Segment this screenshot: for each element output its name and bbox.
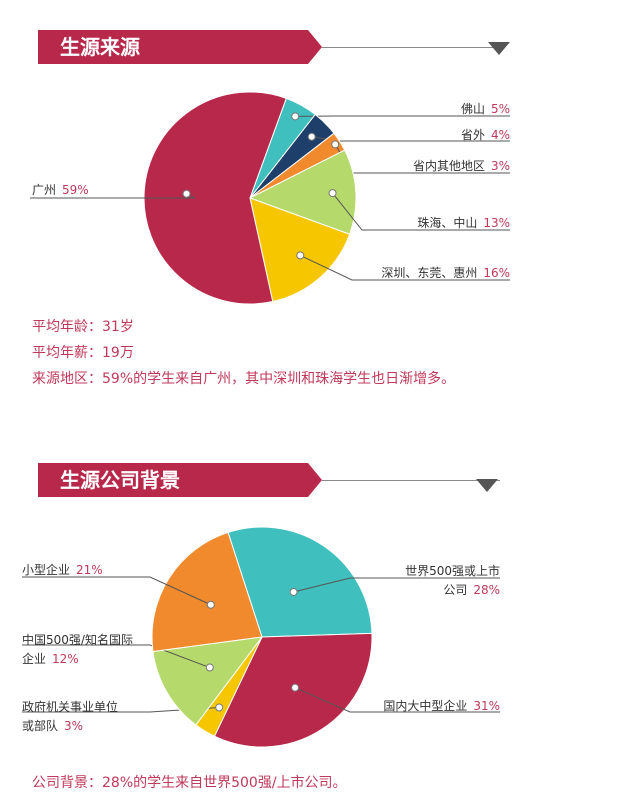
leader-line: [22, 576, 212, 606]
slice-value: 3%: [490, 159, 510, 173]
slice-label: 小型企业 21%: [22, 563, 103, 577]
slice-label: 或部队 3%: [22, 719, 84, 733]
note-average-age: 平均年龄：31岁: [32, 319, 134, 335]
slice-value: 16%: [483, 266, 510, 280]
slice-label: 公司 28%: [443, 583, 500, 597]
collapse-triangle-icon: [488, 42, 510, 55]
leader-dot: [205, 663, 214, 672]
note-average-salary: 平均年薪：19万: [32, 345, 134, 361]
slice-label: 企业 12%: [22, 652, 79, 666]
slice-label: 世界500强或上市: [405, 564, 500, 578]
leader-line: [300, 254, 510, 281]
pie-slice: [249, 197, 351, 303]
slice-label: 国内大中型企业 31%: [383, 699, 500, 713]
banner-rule: [322, 480, 500, 481]
slice-value: 13%: [483, 216, 510, 230]
slice-label: 珠海、中山 13%: [417, 216, 510, 230]
pie-slice: [151, 531, 263, 653]
collapse-triangle-icon: [476, 479, 498, 492]
leader-dot: [307, 132, 316, 141]
leader-dot: [215, 703, 224, 712]
leader-dot: [296, 251, 305, 260]
section-banner-company: 生源公司背景: [38, 463, 322, 497]
leader-line: [22, 644, 210, 669]
leader-dot: [206, 600, 215, 609]
slice-value: 3%: [64, 719, 84, 733]
leader-line: [311, 136, 510, 142]
leader-dot: [291, 112, 300, 121]
slice-value: 12%: [52, 652, 79, 666]
slice-label: 政府机关事业单位: [22, 700, 119, 714]
slice-value: 21%: [76, 563, 103, 577]
leader-dot: [289, 587, 298, 596]
slice-label: 省内其他地区 3%: [412, 159, 510, 173]
note-origin-region: 来源地区：59%的学生来自广州，其中深圳和珠海学生也日渐增多。: [32, 371, 456, 387]
slice-value: 31%: [473, 699, 500, 713]
leader-line: [294, 687, 500, 713]
leader-dot: [291, 683, 300, 692]
leader-line: [293, 577, 500, 593]
slice-label: 省外 4%: [460, 128, 510, 142]
pie-slice: [152, 636, 264, 726]
pie-slice: [143, 91, 287, 305]
leader-dot: [331, 140, 340, 149]
note-company-background: 公司背景：28%的学生来自世界500强/上市公司。: [32, 775, 347, 791]
slice-label: 中国500强/知名国际: [22, 633, 133, 647]
slice-value: 5%: [490, 102, 510, 116]
banner-rule: [322, 47, 500, 48]
slice-label: 佛山 5%: [460, 102, 510, 116]
leader-line: [332, 192, 510, 231]
section-banner-origin: 生源来源: [38, 30, 322, 64]
pie-slice: [227, 526, 373, 638]
slice-value: 28%: [473, 583, 500, 597]
slice-value: 59%: [62, 183, 89, 197]
leader-dot: [328, 189, 337, 198]
pie-slice: [248, 149, 357, 235]
slice-label: 深圳、东莞、惠州 16%: [381, 266, 510, 280]
slice-value: 4%: [490, 128, 510, 142]
leader-dot: [182, 189, 191, 198]
slice-label: 广州 59%: [32, 183, 89, 197]
